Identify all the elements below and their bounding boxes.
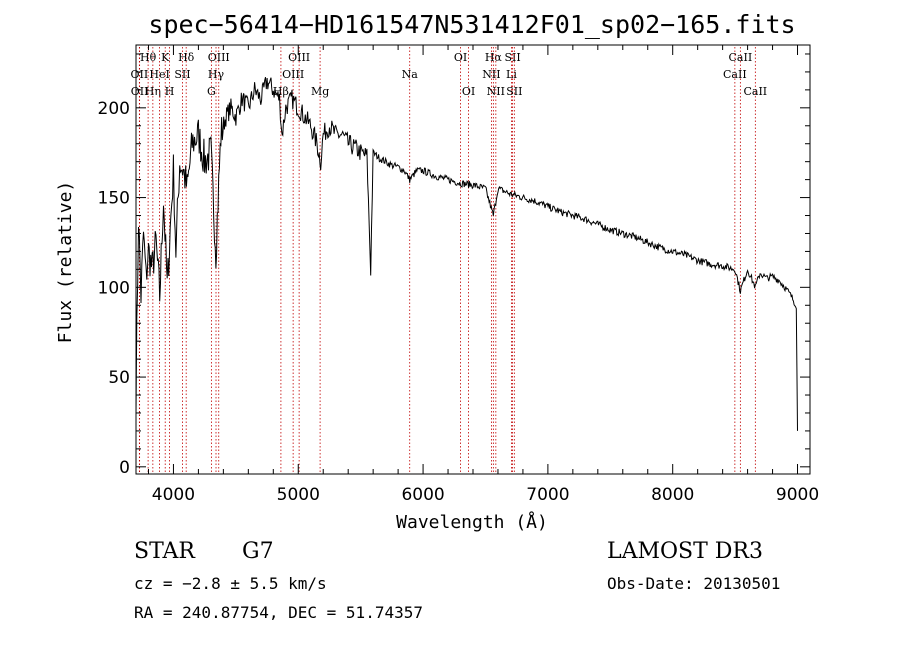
y-tick-label: 100	[98, 278, 130, 298]
spectral-line-label: H	[165, 85, 175, 98]
flux-series	[135, 76, 798, 431]
redshift-readout: cz = −2.8 ± 5.5 km/s	[134, 574, 327, 593]
spectral-line-label: OIII	[208, 51, 230, 64]
spectral-line-label: NII	[487, 85, 505, 98]
object-type: STAR	[134, 539, 195, 564]
y-axis-label: Flux (relative)	[55, 181, 76, 344]
x-tick-label: 7000	[526, 485, 569, 505]
axes: 4000 5000 6000 7000 8000 9000 0 50 100 150 200	[98, 44, 819, 505]
spectral-line-label: Hθ	[140, 51, 157, 64]
spectral-line-label: G	[207, 85, 216, 98]
spectral-line-label: Hη	[145, 85, 161, 98]
x-tick-label: 8000	[651, 485, 694, 505]
spectral-subclass: G7	[242, 539, 274, 564]
coordinates-readout: RA = 240.87754, DEC = 51.74357	[134, 603, 423, 622]
spectral-line-label: Hα	[485, 51, 503, 64]
x-tick-label: 4000	[152, 485, 195, 505]
spectral-line-label: Hγ	[208, 68, 225, 81]
x-tick-label: 9000	[776, 485, 819, 505]
x-tick-label: 6000	[401, 485, 444, 505]
spectral-line-label: SII	[504, 51, 520, 64]
spectral-line-label: OI	[462, 85, 475, 98]
survey-name: LAMOST DR3	[607, 539, 763, 564]
spectral-line-label: Mg	[311, 85, 329, 98]
spectral-line-label: Li	[506, 68, 517, 81]
spectral-line-label: SII	[174, 68, 190, 81]
spectral-line-label: SII	[506, 85, 522, 98]
spectral-line-label: OII	[131, 85, 149, 98]
y-tick-label: 50	[108, 368, 130, 388]
spectral-line-label: CaII	[729, 51, 753, 64]
flux-line	[135, 76, 798, 431]
spectral-line-label: CaII	[743, 85, 767, 98]
spectral-line-label: Na	[402, 68, 419, 81]
y-tick-label: 0	[119, 458, 130, 478]
spectral-line-label: OI	[454, 51, 467, 64]
spectral-line-label: HeI	[149, 68, 169, 81]
spectral-line-label: OIII	[288, 51, 310, 64]
x-tick-label: 5000	[277, 485, 320, 505]
spectral-line-label: OIII	[282, 68, 304, 81]
spectral-line-label: OII	[131, 68, 149, 81]
x-axis-label: Wavelength (Å)	[396, 511, 548, 533]
spectral-line-label: K	[161, 51, 170, 64]
spectral-line-label: Hδ	[178, 51, 195, 64]
spectral-line-label: CaII	[723, 68, 747, 81]
observation-date: Obs-Date: 20130501	[607, 574, 781, 593]
y-tick-label: 150	[98, 189, 130, 209]
chart-title: spec−56414−HD161547N531412F01_sp02−165.f…	[148, 10, 795, 39]
y-tick-label: 200	[98, 99, 130, 119]
spectral-line-label: NII	[482, 68, 500, 81]
